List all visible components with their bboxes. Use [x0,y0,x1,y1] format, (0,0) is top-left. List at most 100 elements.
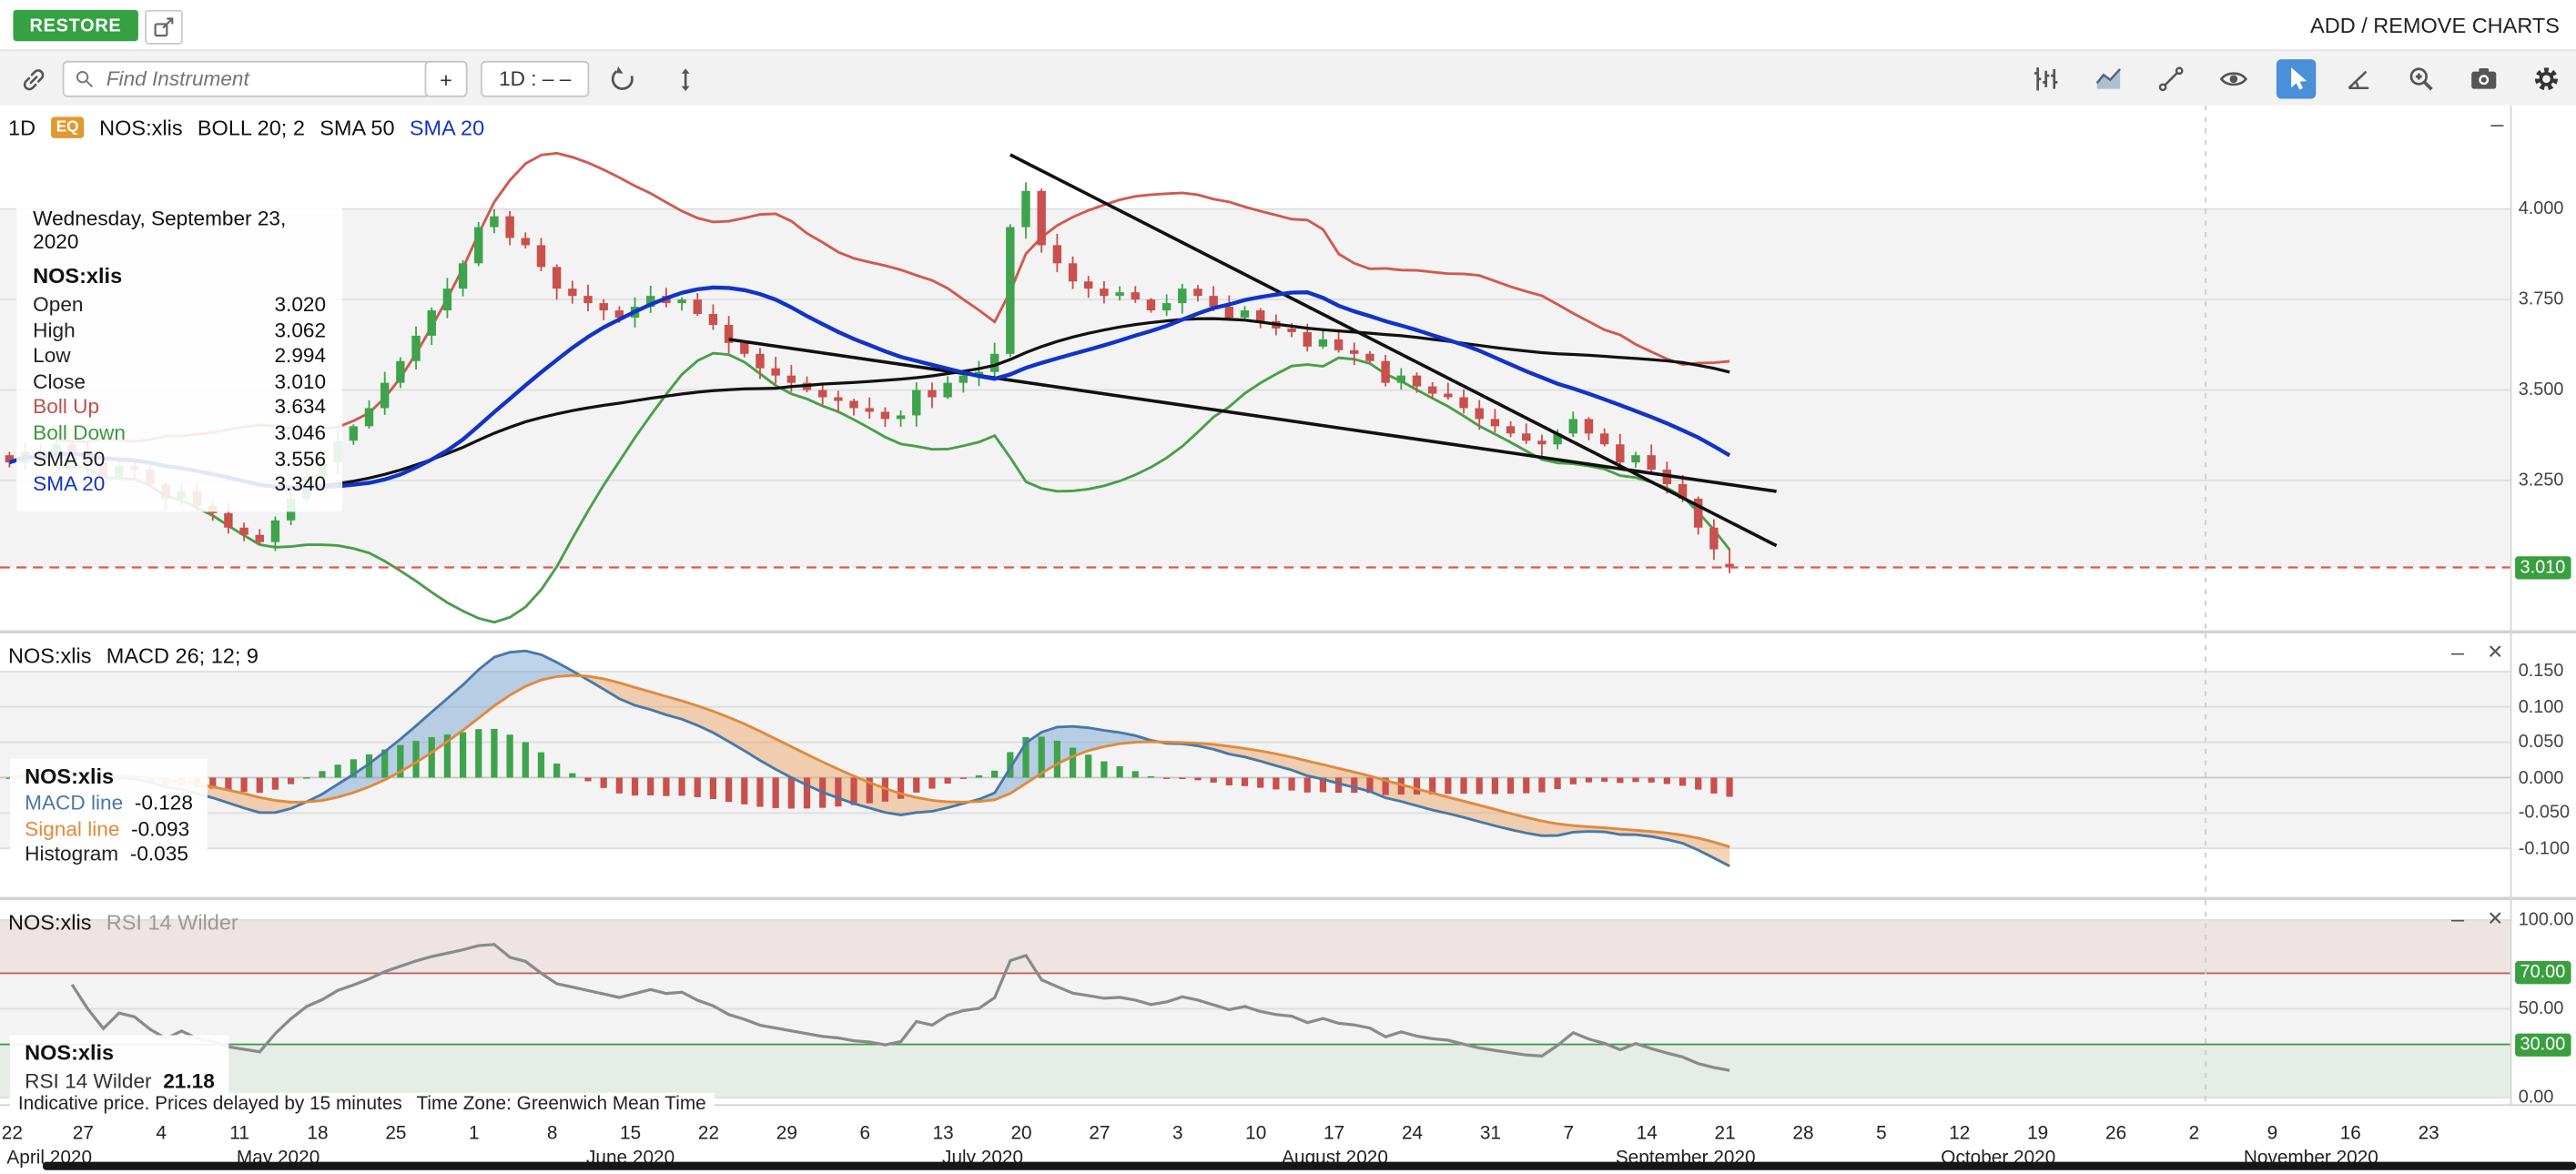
day-tick-label: 22 [1,1124,23,1144]
angle-tool[interactable] [2339,59,2378,98]
macd-symbol-label: NOS:xlis [8,643,92,669]
day-tick-label: 18 [307,1124,329,1144]
toolbar: + 1D : – – [0,49,2576,107]
tooltip-row-boll-down: Boll Down 3.046 [33,420,327,445]
tooltip-date: Wednesday, September 23, 2020 [33,207,287,254]
snapshot-tool[interactable] [2464,59,2503,98]
interval-style-button[interactable]: 1D : – – [481,60,590,97]
macd-axis-label: 0.000 [2518,767,2564,788]
vertical-resize-icon[interactable] [668,63,701,96]
ohlc-tooltip: Wednesday, September 23, 2020 NOS:xlis O… [16,197,343,511]
tooltip-row-boll-up: Boll Up 3.634 [33,395,327,419]
topbar: RESTORE ADD / REMOVE CHARTS [0,0,2576,50]
macd-indicator-label[interactable]: MACD 26; 12; 9 [106,643,259,669]
price-pane-header: 1D EQ NOS:xlis BOLL 20; 2 SMA 50 SMA 20 [8,116,484,140]
tooltip-symbol: NOS:xlis [33,263,123,288]
day-tick-label: 31 [1479,1124,1501,1144]
horizontal-scrollbar[interactable] [43,1161,2576,1170]
day-tick-label: 17 [1323,1124,1345,1144]
day-tick-label: 9 [2267,1124,2278,1144]
day-tick-label: 27 [1089,1124,1111,1144]
macd-legend-row: Signal line -0.093 [25,816,190,841]
collapse-macd-pane-button[interactable]: – [2450,638,2465,665]
rsi-pane-header: NOS:xlis RSI 14 Wilder [8,910,238,935]
rsi-chart-canvas[interactable] [0,900,2576,1105]
cursor-icon [2291,67,2307,90]
day-tick-label: 26 [2105,1124,2127,1144]
tooltip-rows: Open 3.020 High 3.062 Low 2.994 Close 3.010 Boll… [33,293,326,499]
settings-gear-icon[interactable] [2527,59,2566,98]
collapse-price-pane-button[interactable]: – [2490,110,2504,137]
trendline-tool[interactable] [2151,59,2190,98]
zoom-in-tool[interactable] [2401,59,2440,98]
day-tick-label: 5 [1876,1124,1887,1144]
rsi-axis-label: 100.00 [2518,909,2574,930]
day-tick-label: 7 [1563,1124,1575,1144]
macd-axis-label: 0.100 [2518,696,2564,717]
day-tick-label: 11 [229,1124,249,1144]
rsi-pane: NOS:xlis RSI 14 Wilder – ✕ NOS:xlis RSI … [0,900,2576,1105]
visibility-tool[interactable] [2214,59,2253,98]
day-tick-label: 19 [2027,1124,2049,1144]
tooltip-row-open: Open 3.020 [33,292,327,317]
macd-legend-rows: MACD line -0.128 Signal line -0.093 Histogra… [25,792,193,869]
popout-icon [154,17,174,37]
tooltip-row-close: Close 3.010 [33,369,327,393]
add-chart-button[interactable]: + [424,60,468,97]
day-tick-label: 12 [1949,1124,1971,1144]
restore-button[interactable]: RESTORE [13,9,138,42]
macd-axis-label: 0.050 [2518,732,2564,753]
price-axis-label: 3.500 [2518,380,2564,400]
price-axis: 4.000 3.750 3.500 3.250 3.010 0.150 0.100 0.050… [2510,105,2576,1108]
collapse-rsi-pane-button[interactable]: – [2450,905,2465,932]
sma50-indicator-label[interactable]: SMA 50 [319,115,395,140]
day-tick-label: 8 [546,1124,558,1144]
eq-badge: EQ [50,116,85,139]
ohlc-chart-tool[interactable] [2026,59,2065,98]
delayed-price-notice: Indicative price. Prices delayed by 15 m… [9,1092,411,1117]
macd-legend-row: Histogram -0.035 [25,843,188,866]
cursor-tool[interactable] [2276,59,2317,99]
macd-legend: NOS:xlis MACD line -0.128 Signal line -0.09… [9,758,208,877]
day-tick-label: 14 [1636,1124,1658,1144]
day-tick-label: 2 [2188,1124,2200,1144]
day-tick-label: 4 [156,1124,167,1144]
rsi-indicator-label[interactable]: RSI 14 Wilder [106,909,238,936]
link-charts-icon[interactable] [16,63,49,96]
boll-indicator-label[interactable]: BOLL 20; 2 [197,115,305,140]
symbol-label: NOS:xlis [99,115,183,140]
day-tick-label: 1 [469,1124,480,1144]
macd-chart-canvas[interactable] [0,633,2576,897]
search-input[interactable] [103,66,421,93]
add-remove-charts-button[interactable]: ADD / REMOVE CHARTS [2310,13,2560,38]
price-axis-label: 3.750 [2518,289,2564,309]
close-rsi-pane-button[interactable]: ✕ [2487,906,2504,930]
open-in-window-button[interactable] [145,9,183,45]
chart-area: 1D EQ NOS:xlis BOLL 20; 2 SMA 50 SMA 20 … [0,105,2576,1174]
price-pane: 1D EQ NOS:xlis BOLL 20; 2 SMA 50 SMA 20 … [0,105,2576,634]
rsi-axis-label: 70.00 [2515,961,2571,986]
search-icon [76,70,93,88]
day-tick-label: 3 [1172,1124,1183,1144]
area-chart-tool[interactable] [2089,59,2128,98]
rsi-axis-label: 30.00 [2515,1032,2571,1057]
day-tick-label: 10 [1245,1124,1267,1144]
sma20-indicator-label[interactable]: SMA 20 [409,115,485,140]
price-chart-canvas[interactable] [0,105,2576,631]
day-tick-label: 16 [2339,1124,2361,1144]
undo-icon[interactable] [605,63,638,96]
last-price-badge: 3.010 [2515,555,2571,580]
rsi-axis-label: 50.00 [2518,998,2564,1019]
day-tick-label: 20 [1010,1124,1032,1144]
macd-axis-label: -0.050 [2518,803,2571,824]
day-tick-label: 13 [932,1124,954,1144]
close-macd-pane-button[interactable]: ✕ [2487,640,2504,663]
rsi-legend-symbol: NOS:xlis [25,1039,115,1065]
day-tick-label: 6 [859,1124,871,1144]
price-axis-label: 3.250 [2518,471,2564,491]
day-tick-label: 24 [1401,1124,1424,1144]
tooltip-row-sma-20: SMA 20 3.340 [33,472,327,496]
day-tick-label: 27 [72,1124,94,1144]
instrument-search[interactable] [62,60,431,97]
